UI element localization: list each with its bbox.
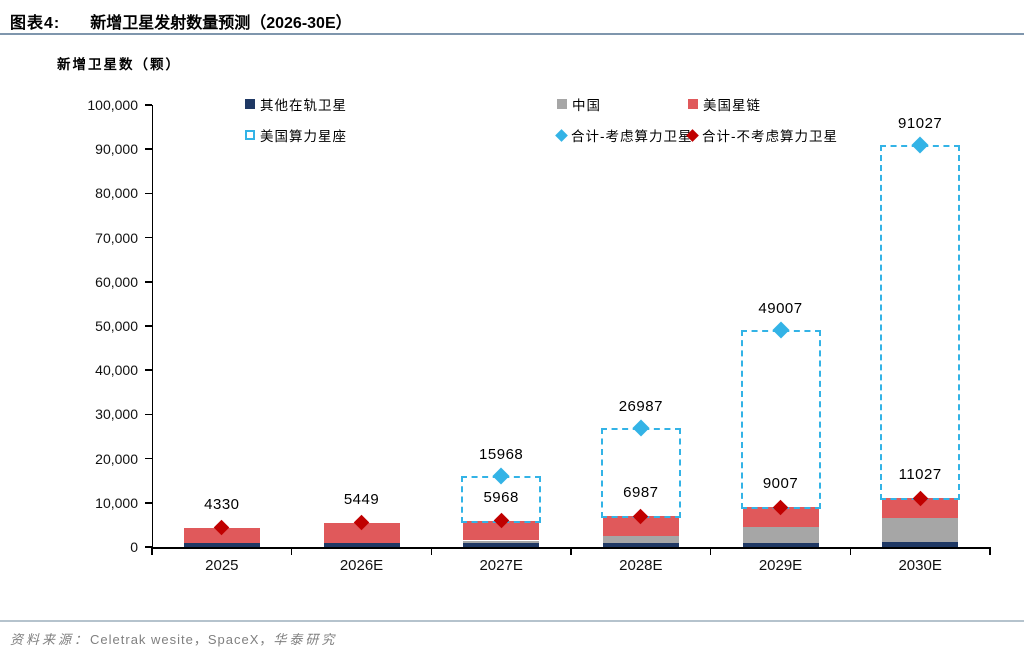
y-tick-label: 40,000: [95, 362, 138, 379]
value-label-without-compute: 5449: [343, 490, 380, 508]
x-axis-label: 2027E: [479, 557, 523, 574]
y-tick-mark: [145, 369, 152, 371]
y-tick-label: 70,000: [95, 229, 138, 246]
y-tick-mark: [145, 502, 152, 504]
bar-segment-中国: [882, 518, 959, 543]
bar-segment-其他在轨卫星: [602, 542, 679, 547]
y-tick-mark: [145, 236, 152, 239]
x-axis-label: 2028E: [619, 557, 663, 574]
legend-item-1: 其他在轨卫星: [245, 94, 347, 114]
bar-segment-其他在轨卫星: [742, 542, 819, 547]
y-tick-label: 30,000: [95, 406, 138, 423]
bar-segment-中国: [742, 527, 819, 543]
y-tick-label: 90,000: [95, 141, 138, 158]
y-tick-label: 50,000: [95, 318, 138, 334]
x-tick-mark: [570, 548, 572, 555]
x-tick-mark: [151, 548, 153, 555]
x-tick-mark: [849, 548, 852, 555]
value-label-without-compute: 4330: [204, 495, 240, 513]
diamond-legend-icon: [686, 128, 699, 142]
value-label-with-compute: 15968: [479, 446, 524, 464]
square-legend-icon: [688, 99, 698, 109]
x-axis-label: 2026E: [339, 557, 384, 574]
figure-number-label: 图表4:: [10, 15, 61, 32]
value-label-without-compute: 5968: [483, 488, 519, 506]
bar-segment-其他在轨卫星: [183, 543, 260, 547]
y-tick-mark: [145, 281, 152, 283]
y-tick-label: 100,000: [87, 97, 138, 113]
diamond-legend-icon: [555, 128, 568, 142]
y-tick-label: 80,000: [95, 185, 138, 202]
bar-segment-其他在轨卫星: [882, 542, 959, 547]
x-tick-mark: [430, 548, 433, 555]
y-tick-label: 60,000: [95, 273, 138, 290]
value-label-without-compute: 9007: [762, 475, 799, 493]
y-tick-label: 20,000: [95, 450, 138, 467]
x-tick-mark: [989, 548, 991, 555]
bar-segment-美国星链: [882, 498, 959, 519]
figure-title-text: 新增卫星发射数量预测（2026-30E）: [90, 15, 352, 32]
legend-item-5: 合计-考虑算力卫星: [555, 125, 693, 145]
bar-segment-中国: [463, 540, 540, 543]
bar-segment-美国星链: [183, 527, 260, 544]
x-axis-label: 2030E: [898, 557, 942, 574]
y-tick-mark: [145, 104, 152, 106]
bar-segment-美国星链: [463, 520, 540, 541]
value-label-without-compute: 11027: [898, 466, 942, 484]
source-note: 资料来源：Celetrak wesite，SpaceX，华泰研究: [10, 629, 337, 648]
x-tick-mark: [290, 548, 293, 555]
bar-segment-美国星链: [602, 516, 679, 536]
footer-divider-line: [0, 620, 1024, 622]
value-label-with-compute: 91027: [898, 114, 943, 132]
source-suffix: 华泰研究: [273, 632, 338, 647]
y-tick-mark: [145, 325, 152, 327]
dashed-square-legend-icon: [245, 130, 255, 140]
legend-label: 美国算力星座: [260, 129, 347, 144]
legend-item-6: 合计-不考虑算力卫星: [686, 125, 838, 145]
y-tick-mark: [145, 457, 152, 460]
legend-label: 其他在轨卫星: [260, 98, 347, 113]
title-divider-line: [0, 33, 1024, 35]
dashed-forecast-bar: [880, 144, 961, 501]
legend-label: 美国星链: [703, 98, 761, 113]
y-tick-mark: [145, 192, 152, 195]
source-vendors: Celetrak wesite，SpaceX，: [90, 632, 274, 647]
square-legend-icon: [245, 99, 255, 109]
figure-title: 图表4: 新增卫星发射数量预测（2026-30E）: [10, 9, 352, 33]
y-tick-label: 10,000: [95, 494, 138, 511]
legend-label: 合计-不考虑算力卫星: [702, 129, 838, 144]
y-tick-mark: [145, 148, 152, 150]
value-label-with-compute: 26987: [618, 397, 663, 415]
x-tick-mark: [709, 548, 712, 555]
bar-segment-其他在轨卫星: [323, 542, 400, 547]
y-tick-mark: [145, 546, 152, 548]
x-axis-label: 2029E: [758, 557, 803, 574]
bar-segment-美国星链: [323, 522, 400, 543]
square-legend-icon: [557, 99, 567, 109]
y-axis-caption: 新增卫星数（颗）: [57, 57, 181, 72]
bar-segment-其他在轨卫星: [463, 542, 540, 547]
legend-item-3: 美国星链: [688, 94, 761, 114]
legend-label: 中国: [572, 98, 601, 113]
x-axis-label: 2025: [205, 557, 239, 574]
legend-item-2: 中国: [557, 94, 601, 114]
legend-item-4: 美国算力星座: [245, 125, 347, 145]
y-tick-label: 0: [130, 539, 138, 555]
dashed-forecast-bar: [600, 427, 681, 519]
bar-segment-美国星链: [742, 507, 819, 528]
source-prefix: 资料来源：: [10, 632, 91, 647]
legend-label: 合计-考虑算力卫星: [571, 129, 693, 144]
bar-segment-中国: [602, 536, 679, 543]
value-label-without-compute: 6987: [623, 484, 659, 502]
y-tick-mark: [145, 413, 152, 416]
value-label-with-compute: 49007: [758, 300, 803, 318]
